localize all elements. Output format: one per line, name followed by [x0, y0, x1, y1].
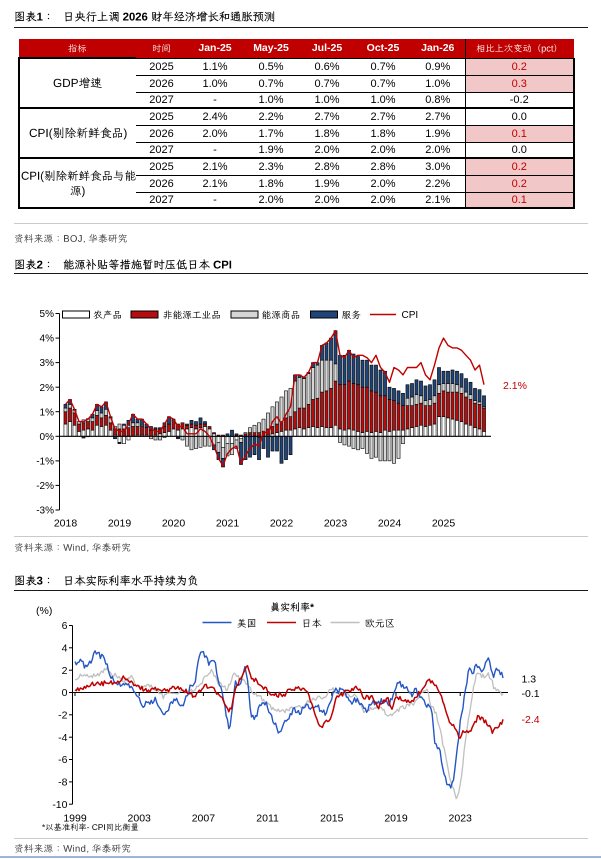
svg-text:2%: 2% [40, 383, 55, 394]
svg-text:(%): (%) [36, 605, 52, 617]
svg-text:1.3: 1.3 [522, 673, 537, 685]
svg-text:2024: 2024 [378, 518, 402, 530]
svg-text:-0.1: -0.1 [522, 688, 540, 700]
svg-text:-3%: -3% [36, 506, 54, 517]
svg-text:6: 6 [62, 620, 68, 632]
svg-text:-8: -8 [58, 777, 67, 789]
svg-text:2: 2 [62, 665, 68, 677]
svg-text:1999: 1999 [63, 812, 87, 824]
svg-text:3%: 3% [40, 358, 55, 369]
svg-text:2022: 2022 [270, 518, 294, 530]
svg-text:2023: 2023 [324, 518, 348, 530]
svg-text:5%: 5% [40, 309, 55, 320]
svg-text:0%: 0% [40, 432, 55, 443]
svg-text:2021: 2021 [216, 518, 240, 530]
svg-text:CPI: CPI [402, 310, 419, 321]
svg-text:2023: 2023 [449, 812, 473, 824]
svg-text:2019: 2019 [384, 812, 408, 824]
svg-text:2019: 2019 [108, 518, 132, 530]
svg-text:2011: 2011 [256, 812, 279, 824]
svg-text:4%: 4% [40, 334, 55, 345]
svg-text:-2: -2 [58, 710, 67, 722]
svg-text:-6: -6 [58, 754, 67, 766]
svg-text:-10: -10 [52, 799, 67, 811]
svg-text:2018: 2018 [54, 518, 78, 530]
svg-text:2.1%: 2.1% [503, 380, 527, 392]
svg-text:2025: 2025 [432, 518, 456, 530]
svg-text:-2.4: -2.4 [522, 714, 540, 726]
svg-text:-2%: -2% [36, 481, 54, 492]
svg-text:2007: 2007 [192, 812, 216, 824]
svg-text:1%: 1% [40, 407, 55, 418]
svg-text:-1%: -1% [36, 457, 54, 468]
svg-text:2003: 2003 [128, 812, 152, 824]
svg-text:0: 0 [62, 687, 68, 699]
svg-text:2015: 2015 [320, 812, 344, 824]
svg-text:4: 4 [62, 643, 68, 655]
svg-text:-4: -4 [58, 732, 67, 744]
svg-text:2020: 2020 [162, 518, 186, 530]
